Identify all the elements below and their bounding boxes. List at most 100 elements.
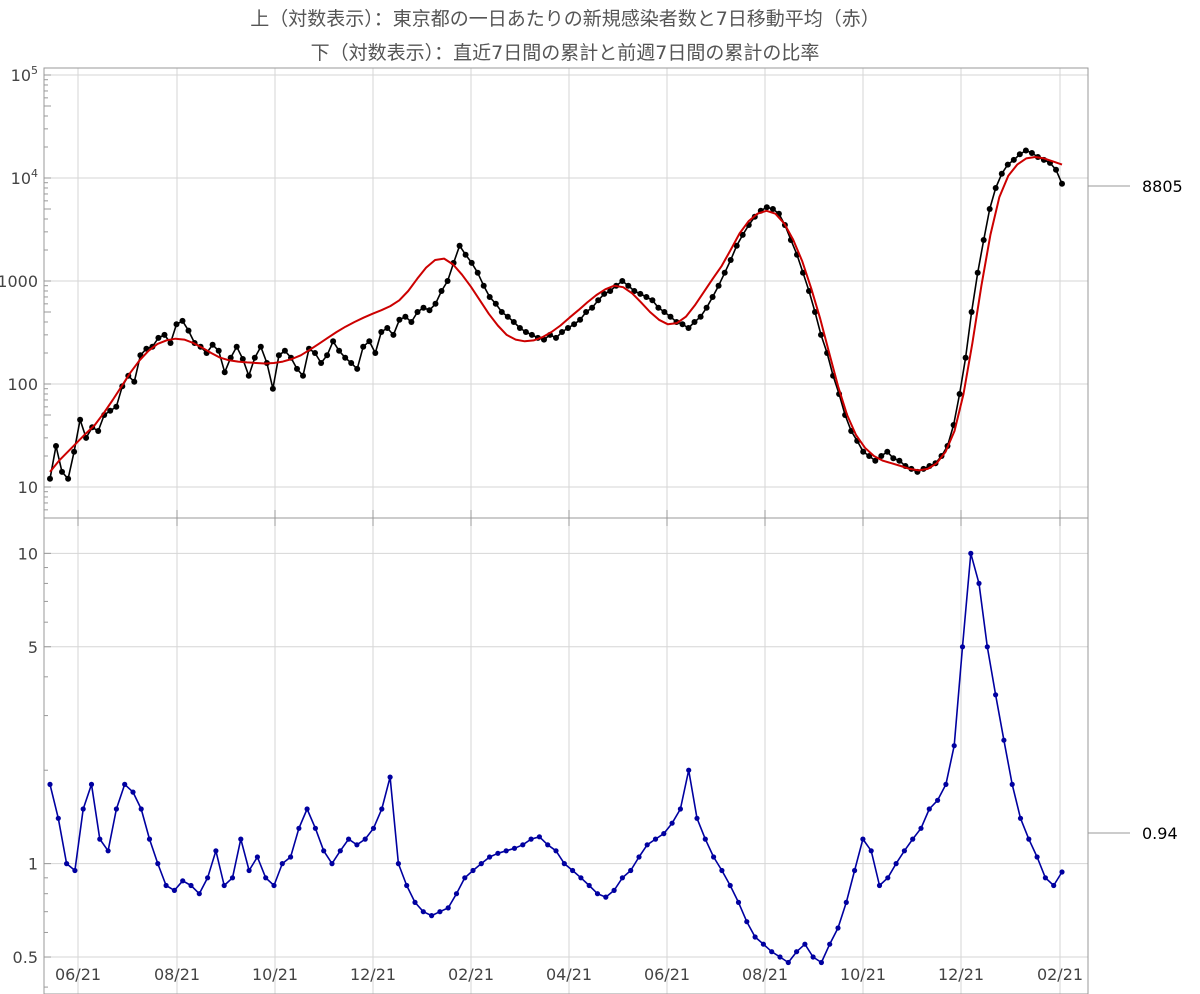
weekly-ratio-point (760, 941, 767, 947)
daily-cases-point (221, 369, 228, 376)
x-tick-label: 06/21 (55, 965, 101, 984)
daily-cases-point (631, 288, 638, 294)
daily-cases-point (691, 319, 698, 325)
daily-cases-point (155, 334, 162, 341)
daily-cases-point (390, 331, 397, 338)
daily-cases-point (456, 242, 463, 249)
x-tick-label: 08/21 (742, 965, 788, 984)
daily-cases-point (884, 448, 891, 455)
daily-cases-point (185, 327, 192, 334)
daily-cases-point (577, 316, 584, 323)
daily-cases-point (890, 455, 897, 462)
daily-cases-point (432, 300, 439, 307)
weekly-ratio-point (553, 848, 559, 854)
weekly-ratio-point (445, 905, 451, 911)
daily-cases-point (1053, 166, 1059, 173)
weekly-ratio-point (196, 891, 202, 897)
daily-cases-point (53, 443, 59, 449)
weekly-ratio-point (246, 867, 252, 874)
daily-cases-point (233, 343, 240, 350)
daily-cases-line (49, 149, 1063, 480)
daily-cases-point (878, 453, 885, 459)
daily-cases-point (685, 325, 692, 331)
daily-cases-point (607, 288, 614, 294)
weekly-ratio-point (329, 861, 335, 867)
weekly-ratio-point (429, 913, 435, 919)
daily-cases-point (408, 319, 415, 325)
daily-cases-point (697, 313, 704, 320)
weekly-ratio-point (113, 806, 119, 812)
weekly-ratio-point (163, 882, 169, 889)
daily-cases-point (800, 269, 806, 276)
weekly-ratio-point (1017, 815, 1024, 821)
daily-cases-point (251, 354, 258, 361)
daily-cases-point (65, 475, 72, 482)
daily-cases-point (818, 331, 824, 338)
weekly-ratio-point (1042, 875, 1048, 881)
weekly-ratio-point (993, 692, 999, 698)
weekly-ratio-point (80, 806, 86, 812)
weekly-ratio-point (229, 875, 236, 881)
daily-cases-point (522, 329, 529, 335)
weekly-ratio-point (412, 899, 418, 906)
daily-cases-point (528, 331, 535, 338)
weekly-ratio-point (769, 949, 775, 955)
daily-cases-point (215, 347, 222, 354)
weekly-ratio-point (893, 861, 899, 867)
daily-cases-point (281, 347, 288, 354)
x-tick-label: 02/21 (1037, 965, 1083, 984)
daily-cases-point (1010, 156, 1017, 163)
weekly-ratio-point (171, 887, 177, 894)
weekly-ratio-point (636, 854, 642, 860)
daily-cases-point (396, 316, 403, 323)
daily-cases-point (565, 325, 571, 331)
weekly-ratio-point (511, 845, 518, 851)
daily-cases-point (625, 282, 632, 289)
daily-cases-point (312, 350, 318, 356)
weekly-ratio-point (88, 781, 95, 788)
daily-cases-point (655, 304, 662, 311)
daily-cases-point (59, 468, 65, 475)
daily-cases-point (962, 354, 969, 361)
daily-cases-point (516, 325, 523, 331)
daily-cases-point (601, 290, 608, 297)
weekly-ratio-point (362, 836, 368, 842)
weekly-ratio-point (122, 781, 128, 788)
weekly-ratio-point (271, 882, 277, 889)
last-value-layer: 8805 0.94 (1088, 177, 1183, 843)
daily-cases-point (77, 416, 84, 423)
weekly-ratio-point (586, 882, 592, 889)
weekly-ratio-point (677, 806, 684, 812)
weekly-ratio-point (395, 861, 401, 867)
plot-frame (43, 67, 1089, 994)
weekly-ratio-point (213, 848, 219, 854)
daily-cases-point (462, 251, 469, 258)
chart-title-bottom: 下（対数表示）：直近7日間の累計と前週7日間の累計の比率 (310, 42, 820, 64)
daily-cases-point (366, 338, 373, 345)
x-tick-label: 12/21 (938, 965, 984, 984)
weekly-ratio-point (72, 867, 78, 874)
daily-cases-point (667, 313, 674, 320)
weekly-ratio-point (843, 899, 849, 906)
daily-cases-point (992, 185, 999, 191)
daily-cases-point (637, 290, 644, 297)
daily-cases-point (1059, 180, 1065, 187)
weekly-ratio-point (97, 836, 103, 842)
x-tick-label: 10/21 (252, 965, 298, 984)
weekly-ratio-point (354, 842, 360, 848)
y-bottom-tick-label: 0.5 (13, 948, 38, 967)
y-top-tick-label: 105 (11, 64, 38, 85)
weekly-ratio-point (910, 836, 916, 842)
daily-cases-point (739, 231, 746, 238)
daily-cases-point (559, 329, 565, 335)
daily-cases-point (866, 453, 873, 459)
weekly-ratio-point (304, 806, 310, 812)
daily-cases-point (402, 313, 409, 320)
weekly-ratio-point (603, 894, 609, 900)
weekly-ratio-point (296, 825, 302, 831)
weekly-ratio-point (785, 959, 791, 966)
weekly-ratio-point (860, 836, 866, 842)
daily-cases-point (83, 434, 90, 441)
weekly-ratio-point (661, 831, 667, 837)
daily-cases-point (709, 294, 716, 300)
